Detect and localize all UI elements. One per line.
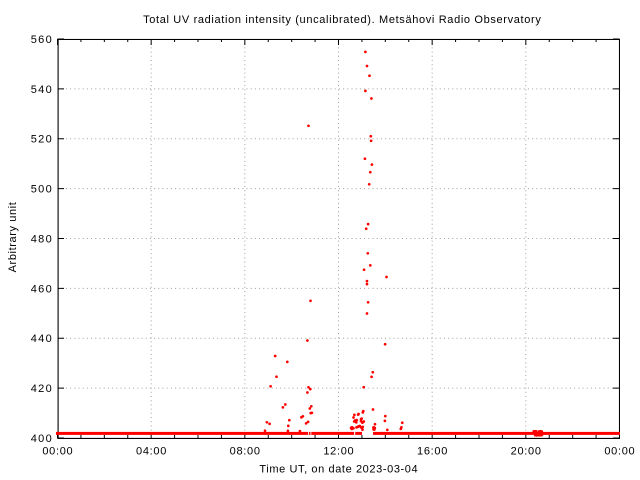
svg-text:16:00: 16:00: [417, 446, 448, 458]
svg-text:560: 560: [31, 34, 53, 46]
svg-text:00:00: 00:00: [42, 446, 73, 458]
svg-text:440: 440: [31, 333, 53, 345]
svg-text:Time UT, on date 2023-03-04: Time UT, on date 2023-03-04: [259, 463, 418, 475]
svg-text:540: 540: [31, 84, 53, 96]
svg-text:420: 420: [31, 383, 53, 395]
svg-text:04:00: 04:00: [136, 446, 167, 458]
svg-text:20:00: 20:00: [511, 446, 542, 458]
svg-text:480: 480: [31, 233, 53, 245]
svg-text:Arbitrary unit: Arbitrary unit: [7, 202, 19, 273]
svg-text:500: 500: [31, 184, 53, 196]
svg-text:Total UV radiation intensity (: Total UV radiation intensity (uncalibrat…: [143, 14, 541, 26]
svg-text:520: 520: [31, 134, 53, 146]
svg-text:460: 460: [31, 283, 53, 295]
svg-text:400: 400: [31, 433, 53, 445]
svg-text:00:00: 00:00: [604, 446, 635, 458]
svg-text:12:00: 12:00: [323, 446, 354, 458]
svg-text:08:00: 08:00: [230, 446, 261, 458]
